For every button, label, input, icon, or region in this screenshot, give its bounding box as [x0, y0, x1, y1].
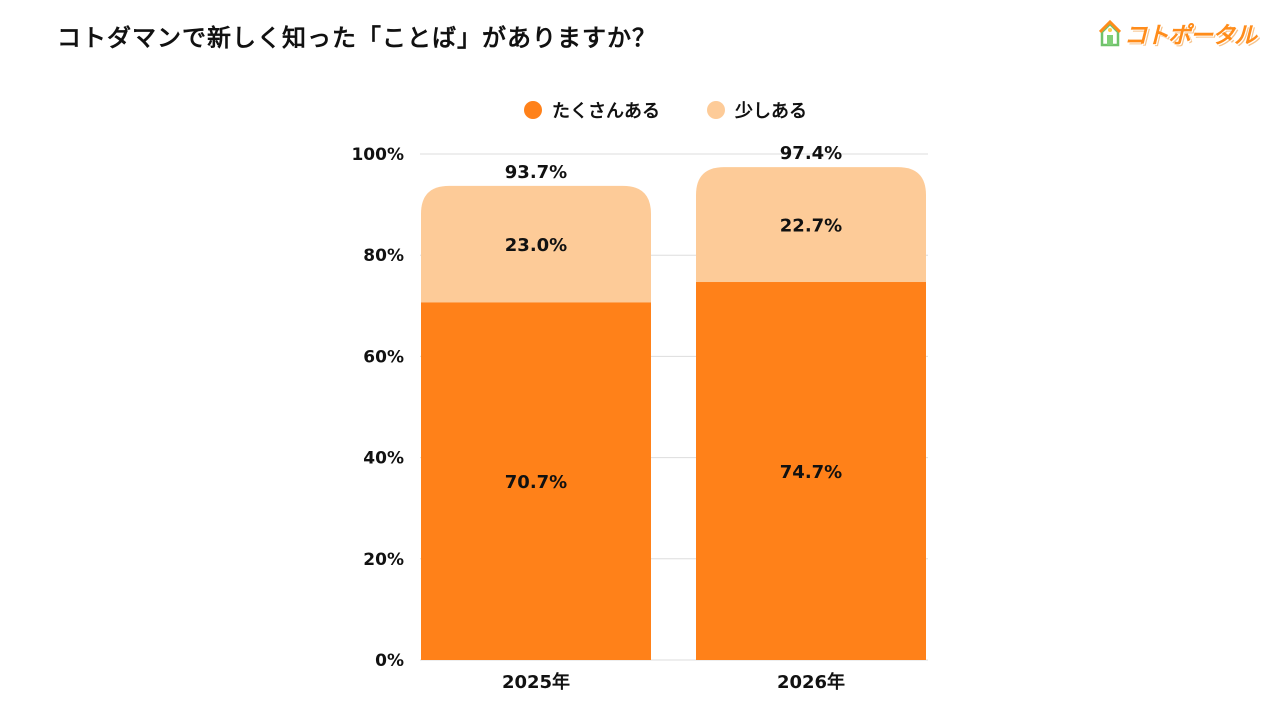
y-tick-label: 40% [363, 449, 404, 469]
y-tick-label: 80% [363, 246, 404, 266]
data-label: 22.7% [780, 216, 842, 237]
house-icon [1099, 19, 1121, 47]
x-axis: 2025年 2026年 [502, 671, 845, 693]
bars [421, 167, 926, 660]
x-tick-label: 2026年 [777, 671, 845, 693]
legend-label: たくさんある [552, 101, 660, 122]
x-tick-label: 2025年 [502, 671, 570, 693]
logo-text: コトポータル [1124, 23, 1257, 49]
bar-segment-sukoshi-1 [696, 167, 926, 283]
page-title: コトダマンで新しく知った「ことば」がありますか？ [57, 24, 657, 52]
data-label: 23.0% [505, 235, 567, 256]
legend: たくさんある 少しある [524, 101, 807, 122]
y-tick-label: 20% [363, 550, 404, 570]
data-label: 74.7% [780, 462, 842, 483]
total-label: 97.4% [780, 143, 842, 164]
bar-segment-takusan-0 [421, 302, 651, 660]
total-label: 93.7% [505, 162, 567, 183]
logo: コトポータル [1099, 16, 1257, 50]
y-tick-label: 0% [375, 651, 404, 671]
legend-marker [707, 101, 725, 119]
data-label: 70.7% [505, 472, 567, 493]
legend-marker [524, 101, 542, 119]
legend-label: 少しある [734, 101, 807, 122]
y-axis: 0% 20% 40% 60% 80% 100% [351, 145, 404, 671]
y-tick-label: 60% [363, 347, 404, 367]
bar-segment-takusan-1 [696, 282, 926, 660]
bar-segment-sukoshi-0 [421, 185, 651, 303]
data-labels: 70.7% 23.0% 93.7% 74.7% 22.7% 97.4% [505, 143, 842, 493]
y-tick-label: 100% [351, 145, 404, 165]
